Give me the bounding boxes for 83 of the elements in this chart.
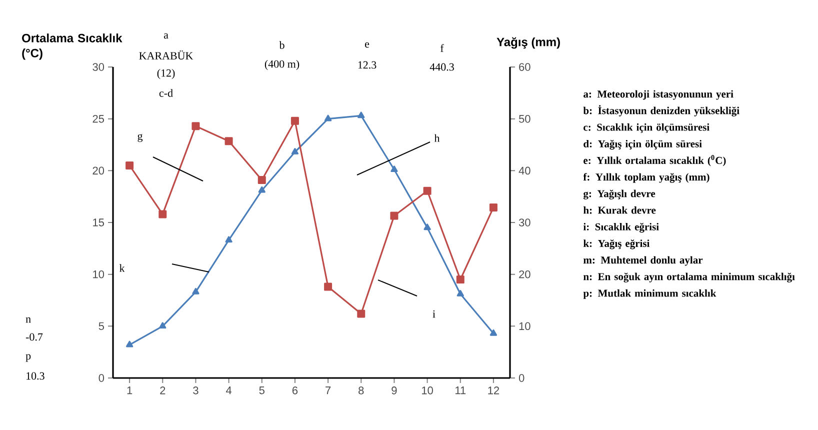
y2-tick-label: 40: [518, 166, 530, 175]
point: [159, 322, 166, 329]
point: [489, 203, 498, 212]
y-tick-label: 10: [93, 270, 104, 278]
x-tick-label: 1: [127, 386, 132, 394]
y-tick-label: 0: [98, 374, 104, 382]
x-tick-label: 2: [160, 386, 166, 394]
y-tick-label: 15: [93, 218, 104, 226]
point: [225, 236, 232, 243]
text: a: Meteoroloji istasyonunun yeri: [584, 90, 734, 100]
point: [224, 137, 233, 146]
text: a: [164, 33, 168, 39]
point: [258, 186, 266, 193]
text: -0.7: [26, 333, 43, 341]
x-tick-label: 11: [456, 386, 466, 394]
text: d: Yağış için ölçüm süresi: [584, 140, 702, 150]
y2-tick-label: 60: [519, 63, 530, 71]
point: [324, 114, 332, 122]
y-tick-label: 30: [92, 63, 104, 71]
point: [291, 148, 299, 154]
text: n: [26, 317, 31, 323]
point: [390, 212, 398, 220]
y-tick-label: 25: [92, 114, 104, 123]
y2-tick-label: 10: [519, 322, 530, 330]
x-tick-label: 9: [392, 386, 397, 394]
y-tick-label: 5: [98, 322, 104, 330]
x-tick-label: 4: [226, 386, 232, 394]
text: m: Muhtemel donlu aylar: [583, 256, 703, 266]
text: b: İstasyonun denizden yüksekliği: [583, 105, 740, 116]
text: f: [440, 44, 444, 52]
point: [258, 176, 266, 184]
x-tick-label: 10: [422, 386, 433, 394]
point: [192, 288, 200, 294]
x-tick-label: 3: [193, 386, 198, 394]
point: [456, 290, 464, 296]
text: c: Sıcaklık için ölçümsüresi: [584, 123, 710, 133]
text: p: [26, 354, 31, 362]
point: [192, 122, 200, 130]
y2-axis-title: Yağış (mm): [496, 37, 560, 49]
text: h: Kurak devre: [583, 206, 656, 214]
text: KARABÜK: [139, 50, 194, 60]
point: [423, 186, 432, 195]
text: f: Yıllık toplam yağış (mm): [583, 173, 710, 183]
y2-tick-label: 20: [519, 270, 530, 278]
annotation: i: [432, 310, 436, 318]
text: k: Yağış eğrisi: [583, 239, 650, 250]
annotation: 440.3: [430, 63, 454, 71]
y-tick-label: 20: [92, 166, 104, 175]
text: n: En soğuk ayın ortalama minimum sıcaklığı: [583, 272, 795, 282]
y2-tick-label: 0: [518, 374, 524, 382]
point: [290, 116, 299, 125]
x-tick-label: 12: [488, 386, 500, 394]
point: [456, 276, 464, 284]
x-tick-label: 6: [292, 386, 298, 394]
point: [358, 112, 365, 118]
point: [126, 161, 134, 170]
point: [126, 340, 134, 348]
annotation: c-d: [159, 89, 173, 97]
text: i: Sıcaklık eğrisi: [583, 222, 659, 233]
point: [390, 166, 398, 172]
point: [490, 329, 498, 336]
y2-tick-label: 30: [518, 218, 530, 226]
text: 10.3: [26, 372, 44, 380]
x-tick-label: 8: [358, 386, 364, 394]
text: e: Yıllık ortalama sıcaklık ($^{0}$C): [584, 155, 726, 166]
point: [357, 310, 366, 318]
text: b: [279, 41, 284, 49]
point: [324, 282, 332, 291]
annotation: g: [138, 134, 143, 142]
x-tick-label: 7: [326, 386, 331, 394]
annotation: k: [119, 264, 125, 272]
x-tick-label: 5: [259, 386, 264, 394]
y-axis-title: Ortalama Sıcaklık (°C): [22, 34, 122, 60]
annotation: (12): [157, 69, 175, 79]
point: [424, 224, 431, 230]
y2-tick-label: 50: [518, 114, 530, 123]
point: [158, 210, 167, 218]
annotation: 12.3: [358, 61, 376, 69]
annotation: h: [434, 134, 440, 142]
annotation: (400 m): [264, 60, 300, 70]
text: e: [364, 42, 370, 48]
text: g: Yağışlı devre: [583, 190, 656, 200]
text: p: Mutlak minimum sıcaklık: [583, 289, 716, 299]
